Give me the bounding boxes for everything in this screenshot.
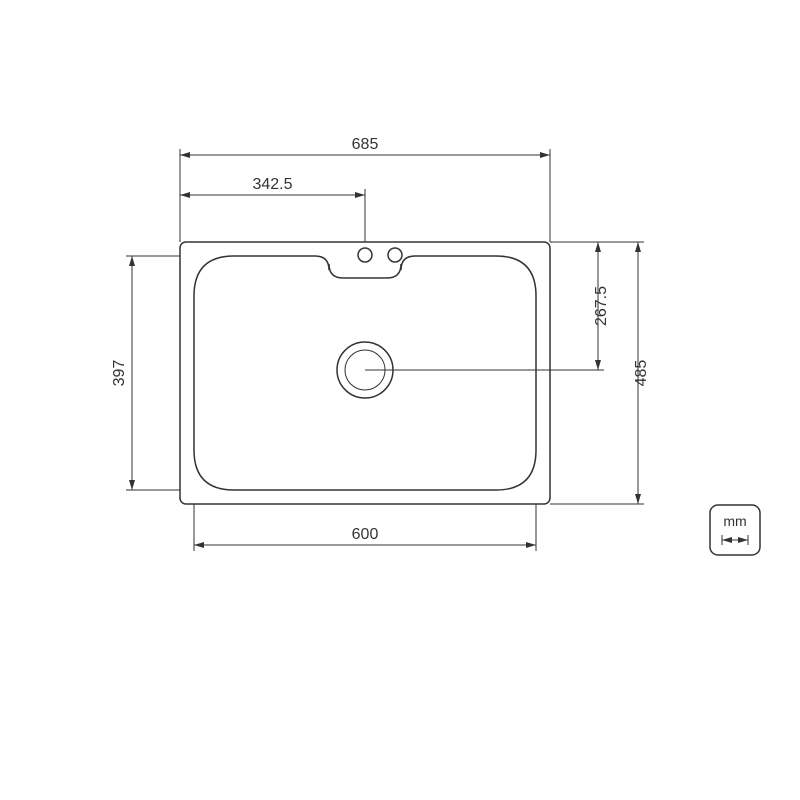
units-label: mm bbox=[723, 513, 746, 529]
dimension-label: 267.5 bbox=[593, 286, 610, 326]
dimension-label: 685 bbox=[352, 136, 379, 153]
sink-basin bbox=[194, 256, 536, 490]
dimension-label: 342.5 bbox=[252, 176, 292, 193]
dimension-label: 600 bbox=[352, 526, 379, 543]
sink-outer bbox=[180, 242, 550, 504]
tap-hole bbox=[388, 248, 402, 262]
dimension-label: 397 bbox=[111, 360, 128, 387]
dimension-label: 485 bbox=[633, 360, 650, 387]
tap-hole bbox=[358, 248, 372, 262]
